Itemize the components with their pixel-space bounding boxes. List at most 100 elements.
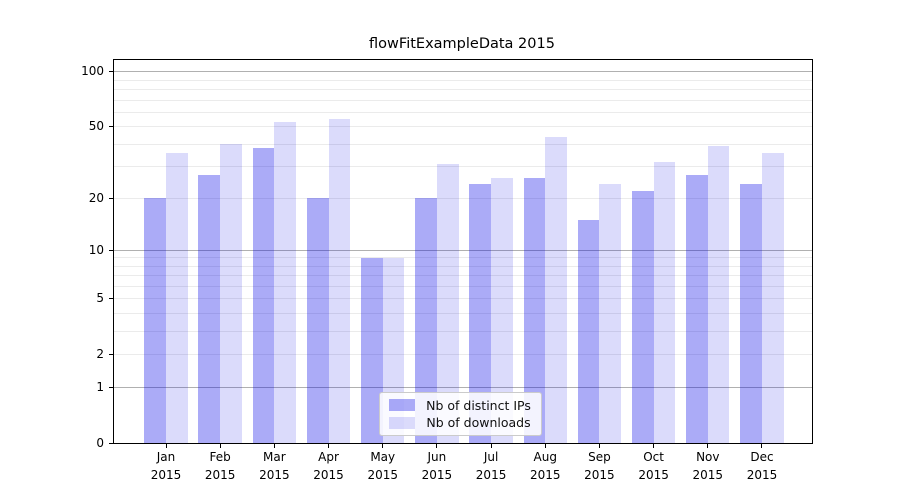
- legend-label-downloads: Nb of downloads: [426, 415, 531, 431]
- y-gridline-major: [114, 249, 812, 251]
- bar-downloads: [436, 164, 459, 443]
- x-tick-year: 2015: [367, 467, 398, 482]
- bar-distinct-ips: [415, 198, 437, 443]
- x-tick-month: Jan: [156, 450, 176, 464]
- x-tick-year: 2015: [313, 467, 344, 482]
- y-gridline-minor: [114, 166, 812, 168]
- x-tick: [490, 444, 492, 448]
- y-gridline-minor: [114, 331, 812, 332]
- y-tick: [109, 249, 113, 251]
- bar-downloads: [166, 152, 188, 443]
- y-gridline-minor: [114, 285, 812, 287]
- x-tick-label: Feb 2015: [192, 449, 248, 484]
- x-tick-year: 2015: [475, 467, 507, 482]
- bar-downloads: [545, 136, 567, 443]
- x-tick: [598, 444, 600, 448]
- x-tick-year: 2015: [150, 467, 182, 482]
- y-gridline-minor: [114, 126, 812, 128]
- x-tick-month: Aug: [533, 450, 557, 464]
- y-tick-label: 5: [96, 291, 104, 306]
- x-tick-month: Nov: [696, 450, 720, 464]
- x-tick: [219, 444, 221, 448]
- x-tick-month: Dec: [750, 450, 774, 464]
- bar-downloads: [653, 161, 676, 443]
- chart-title: flowFitExampleData 2015: [369, 36, 555, 52]
- x-tick-year: 2015: [529, 467, 561, 482]
- bar-distinct-ips: [523, 177, 546, 443]
- x-tick: [273, 444, 275, 448]
- y-gridline-minor: [114, 197, 812, 199]
- x-tick-label: Mar 2015: [246, 449, 302, 484]
- y-gridline-minor: [114, 275, 812, 277]
- x-tick-label: Apr 2015: [301, 449, 357, 484]
- y-gridline-minor: [114, 99, 812, 101]
- x-tick-label: Aug 2015: [517, 449, 573, 484]
- y-gridline-minor: [114, 111, 812, 113]
- x-tick-year: 2015: [259, 467, 290, 482]
- bar-downloads: [220, 144, 242, 443]
- y-tick-label: 50: [88, 119, 104, 134]
- x-tick-label: Nov 2015: [680, 449, 736, 484]
- y-tick: [109, 126, 113, 128]
- x-tick-year: 2015: [638, 467, 669, 482]
- bar-distinct-ips: [686, 175, 708, 443]
- bar-distinct-ips: [361, 257, 383, 443]
- y-tick-label: 0: [96, 435, 104, 450]
- x-tick-label: Sep 2015: [571, 449, 627, 484]
- legend-label-distinct-ips: Nb of distinct IPs: [426, 397, 531, 413]
- x-tick: [165, 444, 167, 448]
- y-gridline-minor: [114, 265, 812, 267]
- bar-downloads: [491, 177, 513, 443]
- y-tick-label: 10: [88, 242, 104, 257]
- bar-distinct-ips: [469, 184, 492, 443]
- x-tick: [761, 444, 763, 448]
- legend-entry-distinct-ips: Nb of distinct IPs: [389, 398, 533, 413]
- y-tick-label: 100: [81, 64, 104, 79]
- x-tick-month: Feb: [209, 450, 231, 464]
- bar-distinct-ips: [740, 184, 762, 443]
- bar-distinct-ips: [144, 198, 166, 443]
- x-tick-label: Jan 2015: [138, 449, 194, 484]
- legend-swatch-downloads: [389, 416, 415, 429]
- y-tick: [109, 386, 113, 388]
- x-tick-year: 2015: [584, 467, 615, 482]
- y-tick-label: 1: [96, 379, 104, 394]
- y-gridline-minor: [114, 79, 812, 81]
- legend-entry-downloads: Nb of downloads: [389, 415, 533, 430]
- bar-downloads: [761, 152, 784, 443]
- x-tick-month: Oct: [643, 450, 664, 464]
- x-tick: [707, 444, 709, 448]
- x-tick-year: 2015: [746, 467, 778, 482]
- y-gridline-minor: [114, 143, 812, 145]
- x-tick-month: May: [370, 450, 396, 464]
- y-gridline-minor: [114, 298, 812, 300]
- x-tick-label: Dec 2015: [734, 449, 790, 484]
- x-tick: [436, 444, 438, 448]
- x-tick-month: Jul: [483, 450, 499, 464]
- x-tick-year: 2015: [204, 467, 236, 482]
- legend: Nb of distinct IPs Nb of downloads: [379, 392, 542, 436]
- y-gridline-minor: [114, 89, 812, 91]
- plot-area: 0 1 2 5 10 20 50 100 Jan 2015 Feb 2015 Mar 2015 Apr 201…: [81, 59, 813, 482]
- bar-distinct-ips: [198, 175, 221, 443]
- x-tick-month: Mar: [263, 450, 286, 464]
- legend-swatch-distinct-ips: [389, 399, 415, 412]
- y-tick: [109, 298, 113, 300]
- bar-distinct-ips: [577, 220, 600, 443]
- bar-distinct-ips: [252, 148, 275, 443]
- x-tick: [653, 444, 655, 448]
- x-tick-label: Jun 2015: [409, 449, 465, 484]
- y-gridline-major: [114, 71, 812, 73]
- y-gridline-minor: [114, 354, 812, 356]
- bar-downloads: [328, 119, 351, 443]
- y-tick-label: 20: [88, 190, 104, 205]
- x-tick-month: Sep: [588, 450, 611, 464]
- y-tick: [109, 71, 113, 73]
- y-gridline-minor: [114, 257, 812, 259]
- x-tick-label: Jul 2015: [463, 449, 519, 484]
- y-tick: [109, 197, 113, 199]
- y-gridline-minor: [114, 313, 812, 315]
- y-tick: [109, 442, 113, 444]
- y-tick: [109, 354, 113, 356]
- x-tick-month: Jun: [427, 450, 447, 464]
